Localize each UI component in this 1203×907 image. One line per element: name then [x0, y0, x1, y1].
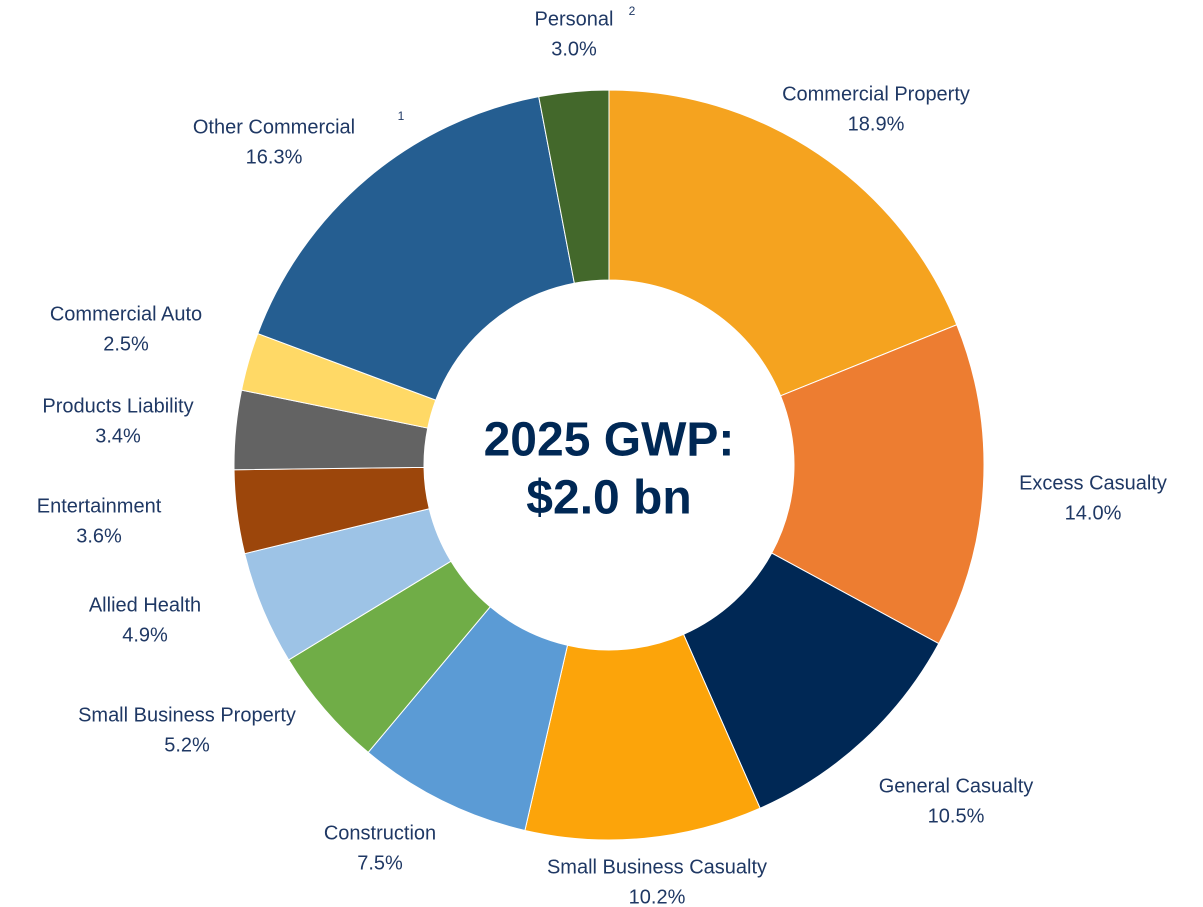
- slice-value-label: 3.4%: [95, 425, 141, 447]
- slice-label: Personal: [535, 8, 614, 30]
- slice: [538, 89, 610, 284]
- slice-label: Construction: [324, 822, 436, 844]
- slice-label: Commercial Auto: [50, 303, 202, 325]
- slice-value-label: 5.2%: [164, 734, 210, 756]
- slice-label: Entertainment: [37, 495, 162, 517]
- slice-value-label: 14.0%: [1065, 502, 1122, 524]
- slice-label: Excess Casualty: [1019, 472, 1167, 494]
- slice: [257, 96, 575, 401]
- slice-label: Small Business Casualty: [547, 856, 767, 878]
- center-value: $2.0 bn: [526, 472, 691, 525]
- footnote-mark: 2: [629, 4, 636, 18]
- slice-label: Products Liability: [42, 395, 193, 417]
- slice-label: Small Business Property: [78, 704, 296, 726]
- slice-label: Commercial Property: [782, 83, 970, 105]
- slice-label: General Casualty: [879, 775, 1034, 797]
- slice-value-label: 4.9%: [122, 624, 168, 646]
- slice-label: Other Commercial: [193, 116, 355, 138]
- center-title: 2025 GWP:: [484, 414, 735, 467]
- slice-value-label: 2.5%: [103, 333, 149, 355]
- slice-value-label: 3.0%: [551, 38, 597, 60]
- slice-value-label: 10.2%: [629, 886, 686, 907]
- slice: [682, 552, 940, 809]
- slice-value-label: 3.6%: [76, 525, 122, 547]
- slice: [770, 324, 985, 645]
- slice: [608, 89, 958, 397]
- slice-value-label: 18.9%: [848, 113, 905, 135]
- slice-value-label: 10.5%: [928, 805, 985, 827]
- slice-label: Allied Health: [89, 594, 201, 616]
- footnote-mark: 1: [398, 109, 405, 123]
- slice-value-label: 16.3%: [246, 146, 303, 168]
- slice-value-label: 7.5%: [357, 852, 403, 874]
